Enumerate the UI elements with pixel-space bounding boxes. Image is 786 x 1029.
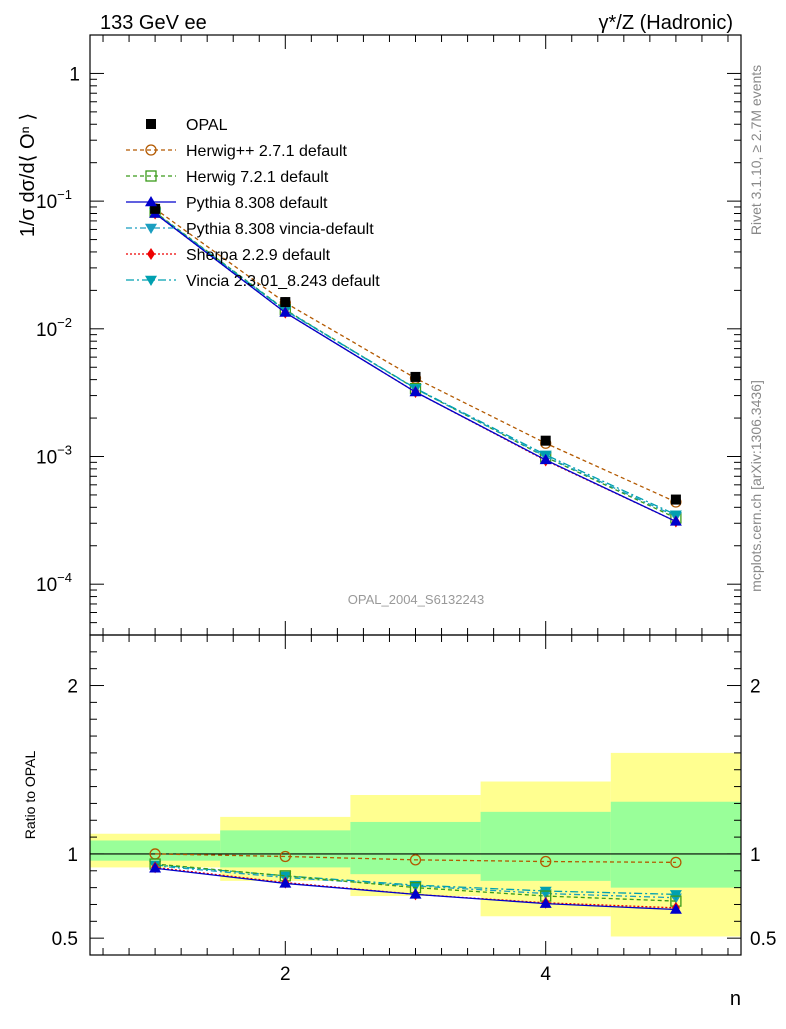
ratio-stat-uncertainty-band — [90, 840, 221, 861]
legend-marker — [145, 196, 157, 207]
main-y-tick-exponent: −3 — [57, 443, 72, 458]
ratio-y-tick-label: 2 — [67, 677, 78, 698]
ratio-series-marker — [669, 890, 682, 901]
main-y-tick-base: 10 — [36, 320, 57, 341]
legend-marker — [145, 223, 157, 234]
ratio-series-marker — [669, 903, 682, 914]
legend-entry: Pythia 8.308 default — [126, 195, 328, 212]
main-y-tick-exponent: −4 — [57, 570, 72, 585]
legend: OPAL Herwig++ 2.7.1 default Herwig 7.2.1 d… — [126, 117, 380, 290]
legend-label: Herwig 7.2.1 default — [186, 169, 329, 186]
main-y-tick-exponent: −2 — [57, 315, 72, 330]
legend-entry: Vincia 2.3.01_8.243 default — [126, 273, 380, 290]
legend-marker — [145, 275, 157, 286]
legend-marker — [145, 170, 157, 182]
ratio-series-marker — [409, 888, 422, 899]
main-series-marker — [409, 385, 422, 397]
data-point — [280, 297, 291, 308]
ratio-y-tick-label-right: 2 — [750, 677, 761, 698]
ratio-series-marker — [279, 877, 292, 888]
legend-label: Sherpa 2.2.9 default — [186, 247, 331, 264]
ratio-series-line — [155, 863, 676, 902]
ratio-y-tick-label: 1 — [67, 845, 78, 866]
ratio-y-tick-label-right: 0.5 — [750, 929, 776, 950]
ratio-y-tick-label-right: 1 — [750, 845, 761, 866]
legend-marker — [146, 119, 156, 129]
main-y-tick-label: 10−1 — [36, 187, 72, 213]
ratio-stat-uncertainty-band — [610, 801, 741, 888]
ratio-y-tick-label: 0.5 — [52, 929, 78, 950]
main-y-tick-label: 10−2 — [36, 315, 72, 341]
ratio-series — [149, 848, 682, 869]
main-series-marker — [539, 453, 552, 465]
data-point — [150, 203, 161, 214]
mcplots-label: mcplots.cern.ch [arXiv:1306.3436] — [748, 380, 764, 592]
legend-entry: OPAL — [146, 117, 228, 134]
data-point — [670, 494, 681, 505]
main-y-tick-exponent: −1 — [57, 187, 72, 202]
watermark-label: OPAL_2004_S6132243 — [348, 592, 484, 607]
legend-entry: Herwig++ 2.7.1 default — [126, 143, 348, 160]
ratio-series-line — [155, 853, 676, 864]
x-tick-label: 2 — [280, 964, 291, 985]
rivet-version-label: Rivet 3.1.10, ≥ 2.7M events — [748, 65, 764, 235]
ratio-series-marker — [539, 886, 552, 897]
ratio-series-marker — [539, 897, 552, 908]
ratio-series-marker — [540, 855, 552, 868]
legend-marker — [145, 144, 157, 156]
main-y-tick-base: 10 — [36, 192, 57, 213]
x-tick-label: 4 — [540, 964, 551, 985]
legend-label: Herwig++ 2.7.1 default — [186, 143, 348, 160]
main-y-tick-label: 10−4 — [36, 570, 72, 596]
ratio-series-marker — [670, 856, 682, 869]
legend-label: Pythia 8.308 default — [186, 195, 328, 212]
ratio-series-marker — [409, 854, 422, 866]
data-point — [410, 371, 421, 382]
main-y-tick-base: 10 — [36, 575, 57, 596]
ratio-plot-panel: 0.5 0.5 1 1 2 2 2 4 Ratio to OPAL n — [22, 634, 776, 1010]
legend-entry: Pythia 8.308 vincia-default — [126, 221, 374, 238]
ratio-series-marker — [409, 880, 422, 892]
main-series-marker — [279, 306, 292, 317]
legend-entry: Herwig 7.2.1 default — [126, 169, 329, 186]
main-series-line — [154, 212, 677, 516]
ratio-series — [149, 862, 682, 914]
legend-label: Vincia 2.3.01_8.243 default — [186, 273, 380, 290]
main-y-tick-label: 1 — [69, 64, 80, 85]
x-axis-label: n — [730, 988, 741, 1010]
ratio-stat-uncertainty-band — [480, 811, 611, 881]
ratio-y-axis-label: Ratio to OPAL — [22, 751, 38, 840]
legend-marker — [147, 248, 155, 260]
ratio-stat-uncertainty-band — [350, 821, 481, 875]
main-series-marker — [669, 515, 682, 526]
main-series — [150, 203, 681, 505]
ratio-series-marker — [149, 862, 162, 873]
main-y-tick-base: 10 — [36, 448, 57, 469]
main-y-tick-label: 10−3 — [36, 443, 72, 469]
main-y-axis-label: 1/σ dσ/d⟨ Oⁿ ⟩ — [17, 113, 39, 237]
ratio-series-marker — [279, 850, 291, 863]
header-left-label: 133 GeV ee — [100, 12, 207, 34]
legend-label: Pythia 8.308 vincia-default — [186, 221, 374, 238]
data-point — [540, 435, 551, 446]
legend-entry: Sherpa 2.2.9 default — [126, 247, 331, 264]
legend-label: OPAL — [186, 117, 228, 134]
header-right-label: γ*/Z (Hadronic) — [599, 12, 733, 34]
